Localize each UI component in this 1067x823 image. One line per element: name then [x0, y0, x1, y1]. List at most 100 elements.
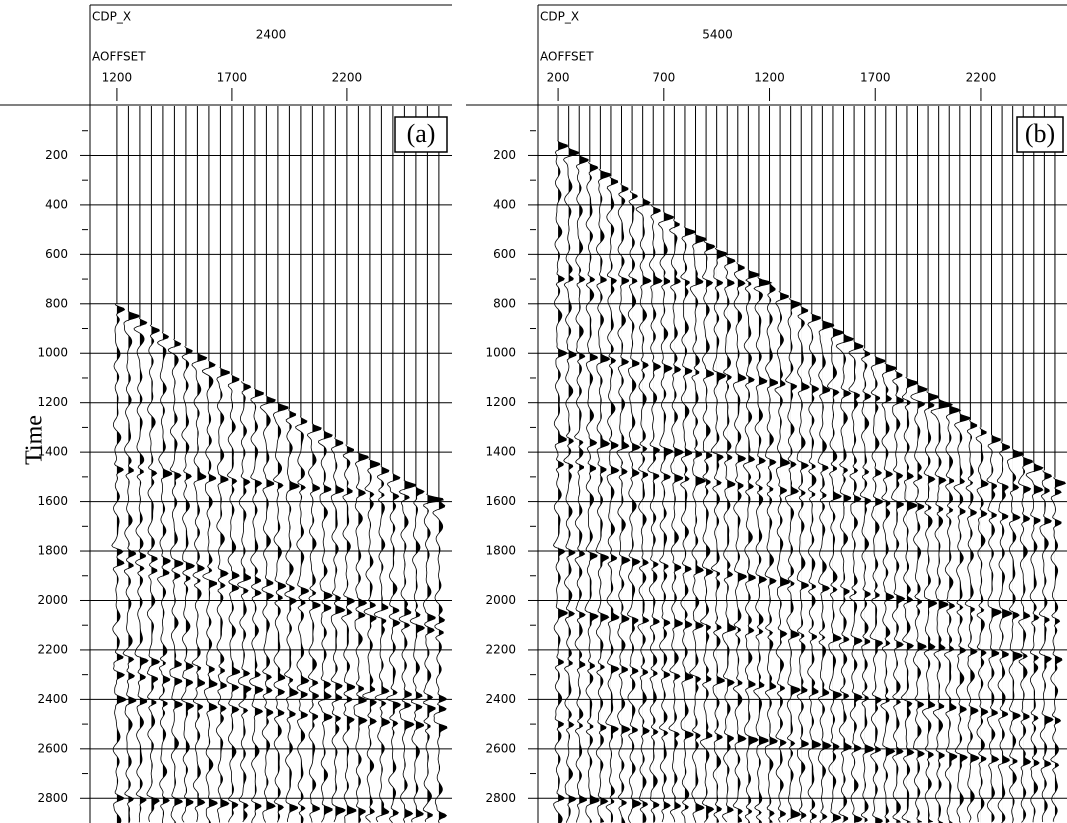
y-tick-label: 1200 [37, 395, 68, 409]
y-tick-label: 1000 [37, 346, 68, 360]
y-tick-label: 800 [45, 296, 68, 310]
trace-wiggle [953, 412, 971, 823]
trace-fill [885, 362, 897, 823]
trace-wiggle [699, 240, 716, 823]
trace-wiggle [627, 190, 642, 823]
trace-wiggle [180, 345, 195, 823]
trace-wiggle [215, 366, 230, 823]
y-tick-label: 2800 [37, 791, 68, 805]
x-tick-label: 1200 [754, 71, 785, 85]
trace-fill [415, 486, 425, 823]
y-tick-label: 800 [493, 296, 516, 310]
trace-wiggle [133, 317, 149, 823]
trace-wiggle [668, 219, 684, 822]
trace-wiggle [341, 444, 357, 823]
trace-wiggle [826, 326, 844, 823]
trace-fill [769, 284, 778, 823]
trace-wiggle [1007, 448, 1024, 823]
trace-wiggle [742, 269, 760, 823]
trace-fill [289, 409, 300, 823]
trace-wiggle [921, 391, 939, 823]
trace-fill [1012, 448, 1024, 823]
header-key: AOFFSET [540, 50, 594, 64]
y-axis-label: Time [22, 415, 48, 465]
trace-wiggle [353, 451, 369, 823]
trace-wiggle [975, 427, 989, 823]
trace-wiggle [398, 479, 416, 823]
trace-wiggle [689, 233, 707, 823]
y-tick-label: 2600 [37, 741, 68, 755]
trace-wiggle [732, 262, 748, 822]
y-tick-label: 2000 [485, 593, 516, 607]
header-value: 2400 [256, 28, 287, 42]
trace-wiggle [111, 303, 127, 823]
trace-wiggle [362, 458, 381, 823]
trace-wiggle [272, 402, 289, 823]
trace-wiggle [944, 405, 962, 823]
trace-fill [208, 360, 218, 823]
trace-fill [642, 197, 651, 823]
trace-wiggle [848, 341, 864, 823]
trace-fill [174, 339, 184, 823]
trace-fill [358, 451, 369, 823]
trace-wiggle [226, 374, 241, 823]
y-tick-label: 1400 [37, 445, 68, 459]
header-key: CDP_X [92, 10, 131, 24]
trace-wiggle [422, 493, 444, 823]
trace-wiggle [1025, 462, 1044, 823]
trace-wiggle [657, 211, 675, 823]
y-tick-label: 2800 [485, 791, 516, 805]
panel-tag-box [394, 116, 448, 153]
trace-wiggle [236, 381, 252, 823]
trace-wiggle [1018, 455, 1034, 823]
trace-wiggle [869, 355, 886, 823]
trace-wiggle [880, 362, 897, 823]
trace-fill [854, 341, 864, 823]
header-key: AOFFSET [92, 50, 146, 64]
trace-fill [220, 367, 230, 823]
trace-fill [1033, 463, 1043, 823]
trace-fill [706, 240, 715, 823]
trace-fill [128, 310, 139, 823]
trace-wiggle [753, 276, 773, 823]
trace-fill [438, 501, 447, 823]
panel-tag: (a) [407, 119, 436, 148]
header-key: CDP_X [540, 10, 579, 24]
x-tick-label: 1200 [102, 71, 133, 85]
panel-tag: (b) [1025, 119, 1055, 148]
trace-fill [822, 319, 834, 823]
trace-wiggle [284, 409, 300, 822]
trace-wiggle [900, 376, 919, 823]
trace-wiggle [910, 384, 928, 823]
trace-wiggle [721, 255, 737, 823]
trace-fill [875, 355, 885, 823]
x-tick-label: 2200 [966, 71, 997, 85]
y-tick-label: 600 [493, 247, 516, 261]
trace-wiggle [295, 416, 310, 823]
y-tick-label: 2200 [37, 642, 68, 656]
trace-wiggle [930, 398, 954, 823]
y-tick-label: 2600 [485, 741, 516, 755]
trace-wiggle [432, 500, 448, 823]
trace-wiggle [774, 290, 791, 823]
trace-fill [737, 262, 747, 823]
y-tick-label: 1600 [37, 494, 68, 508]
trace-fill [312, 423, 322, 823]
y-tick-label: 2400 [37, 692, 68, 706]
trace-wiggle [553, 140, 568, 823]
trace-wiggle [891, 369, 906, 823]
trace-fill [427, 494, 444, 823]
trace-wiggle [259, 395, 276, 823]
trace-fill [231, 374, 240, 823]
trace-wiggle [680, 226, 696, 823]
trace-fill [917, 384, 927, 823]
trace-fill [811, 312, 821, 823]
y-tick-label: 1400 [485, 445, 516, 459]
header-value: 5400 [702, 28, 733, 42]
trace-wiggle [167, 338, 184, 823]
trace-wiggle [1038, 470, 1054, 823]
trace-fill [790, 298, 801, 823]
trace-wiggle [191, 352, 208, 822]
trace-fill [674, 219, 684, 823]
